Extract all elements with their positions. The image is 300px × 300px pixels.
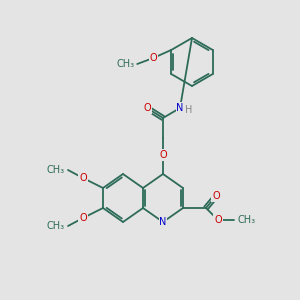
Text: CH₃: CH₃ xyxy=(47,221,65,231)
Text: H: H xyxy=(185,105,193,115)
Text: CH₃: CH₃ xyxy=(237,215,255,225)
Text: O: O xyxy=(149,53,157,63)
Text: O: O xyxy=(214,215,222,225)
Text: O: O xyxy=(143,103,151,113)
Text: N: N xyxy=(159,217,167,227)
Text: CH₃: CH₃ xyxy=(116,59,134,69)
Text: O: O xyxy=(159,150,167,160)
Text: O: O xyxy=(79,213,87,223)
Text: O: O xyxy=(79,173,87,183)
Text: N: N xyxy=(176,103,184,113)
Text: O: O xyxy=(212,191,220,201)
Text: CH₃: CH₃ xyxy=(47,165,65,175)
